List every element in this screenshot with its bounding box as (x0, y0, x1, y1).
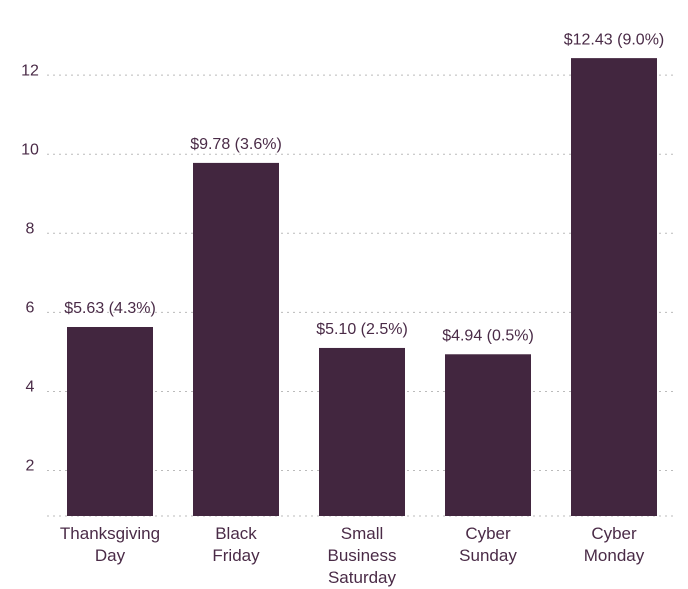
x-tick-label: Small Business Saturday (327, 524, 397, 587)
value-label: $12.43 (9.0%) (564, 31, 665, 48)
y-tick-label: 6 (26, 300, 35, 317)
y-tick-label: 8 (26, 221, 35, 238)
value-label: $5.10 (2.5%) (316, 321, 408, 338)
value-label: $5.63 (4.3%) (64, 300, 156, 317)
y-tick-label: 4 (26, 379, 35, 396)
y-tick-label: 10 (21, 141, 39, 158)
bar (445, 354, 531, 516)
x-tick-label: Black Friday (212, 524, 260, 565)
y-tick-label: 2 (26, 458, 35, 475)
x-tick-label: Thanksgiving Day (59, 524, 161, 565)
bar (319, 347, 405, 516)
x-tick-label: Cyber Sunday (459, 524, 517, 565)
value-label: $9.78 (3.6%) (190, 136, 282, 153)
x-tick-label: Cyber Monday (583, 524, 645, 565)
bar (193, 162, 279, 516)
bar (67, 326, 153, 516)
bar (571, 58, 657, 516)
value-label: $4.94 (0.5%) (442, 327, 534, 344)
y-tick-label: 12 (21, 62, 39, 79)
